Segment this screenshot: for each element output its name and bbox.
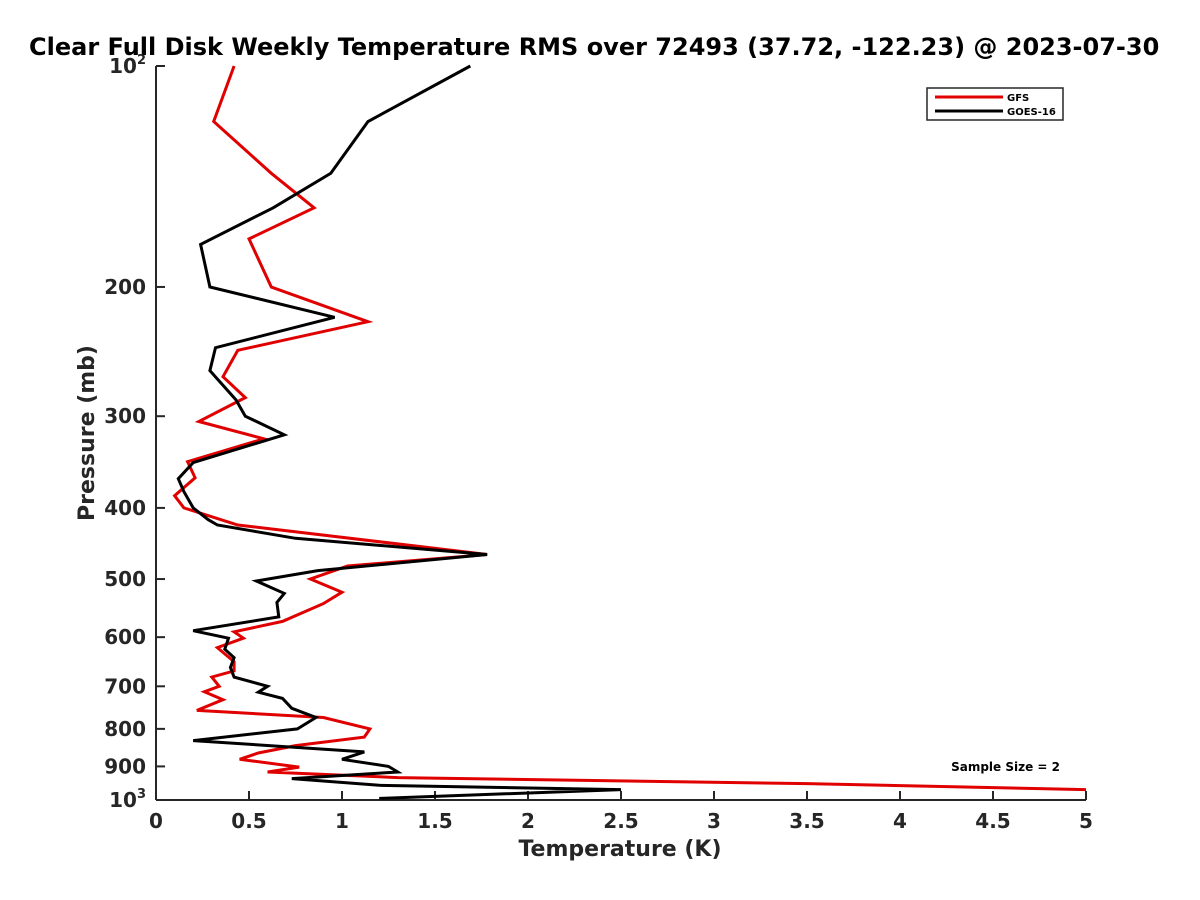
x-tick-label: 5 [1079, 809, 1093, 833]
y-tick-label: 900 [104, 754, 146, 778]
x-tick-label: 0 [149, 809, 163, 833]
x-tick-label: 4 [893, 809, 907, 833]
y-tick-label: 600 [104, 625, 146, 649]
y-axis-label: Pressure (mb) [75, 345, 100, 521]
x-axis: 0 0.5 1 1.5 2 2.5 3 3.5 4 4.5 5 [149, 791, 1093, 833]
y-tick-label: 102 [109, 53, 146, 78]
y-tick-label: 300 [104, 404, 146, 428]
y-tick-label: 103 [109, 787, 146, 812]
plot-area [155, 66, 1086, 801]
y-tick-label: 700 [104, 674, 146, 698]
y-tick-label: 500 [104, 567, 146, 591]
legend-label-goes-16: GOES-16 [1007, 107, 1056, 118]
x-tick-label: 0.5 [231, 809, 266, 833]
series-line-goes-16 [176, 64, 622, 800]
x-axis-label: Temperature (K) [518, 837, 721, 862]
x-tick-label: 1.5 [417, 809, 452, 833]
sample-size-annotation: Sample Size = 2 [951, 760, 1060, 774]
x-tick-label: 3.5 [789, 809, 824, 833]
y-tick-label: 400 [104, 496, 146, 520]
x-tick-label: 3 [707, 809, 721, 833]
x-tick-label: 4.5 [975, 809, 1010, 833]
chart-title: Clear Full Disk Weekly Temperature RMS o… [29, 33, 1159, 61]
x-tick-label: 2.5 [603, 809, 638, 833]
y-tick-label: 200 [104, 275, 146, 299]
legend-label-gfs: GFS [1007, 93, 1029, 104]
legend: GFS GOES-16 [926, 87, 1064, 121]
x-tick-label: 2 [521, 809, 535, 833]
y-axis: 102 200 300 400 500 600 700 800 900 103 [104, 53, 165, 812]
y-tick-label: 800 [104, 717, 146, 741]
legend-box [926, 87, 1064, 121]
x-tick-label: 1 [335, 809, 349, 833]
series-lines [172, 64, 1087, 800]
series-line-gfs [172, 65, 1087, 792]
